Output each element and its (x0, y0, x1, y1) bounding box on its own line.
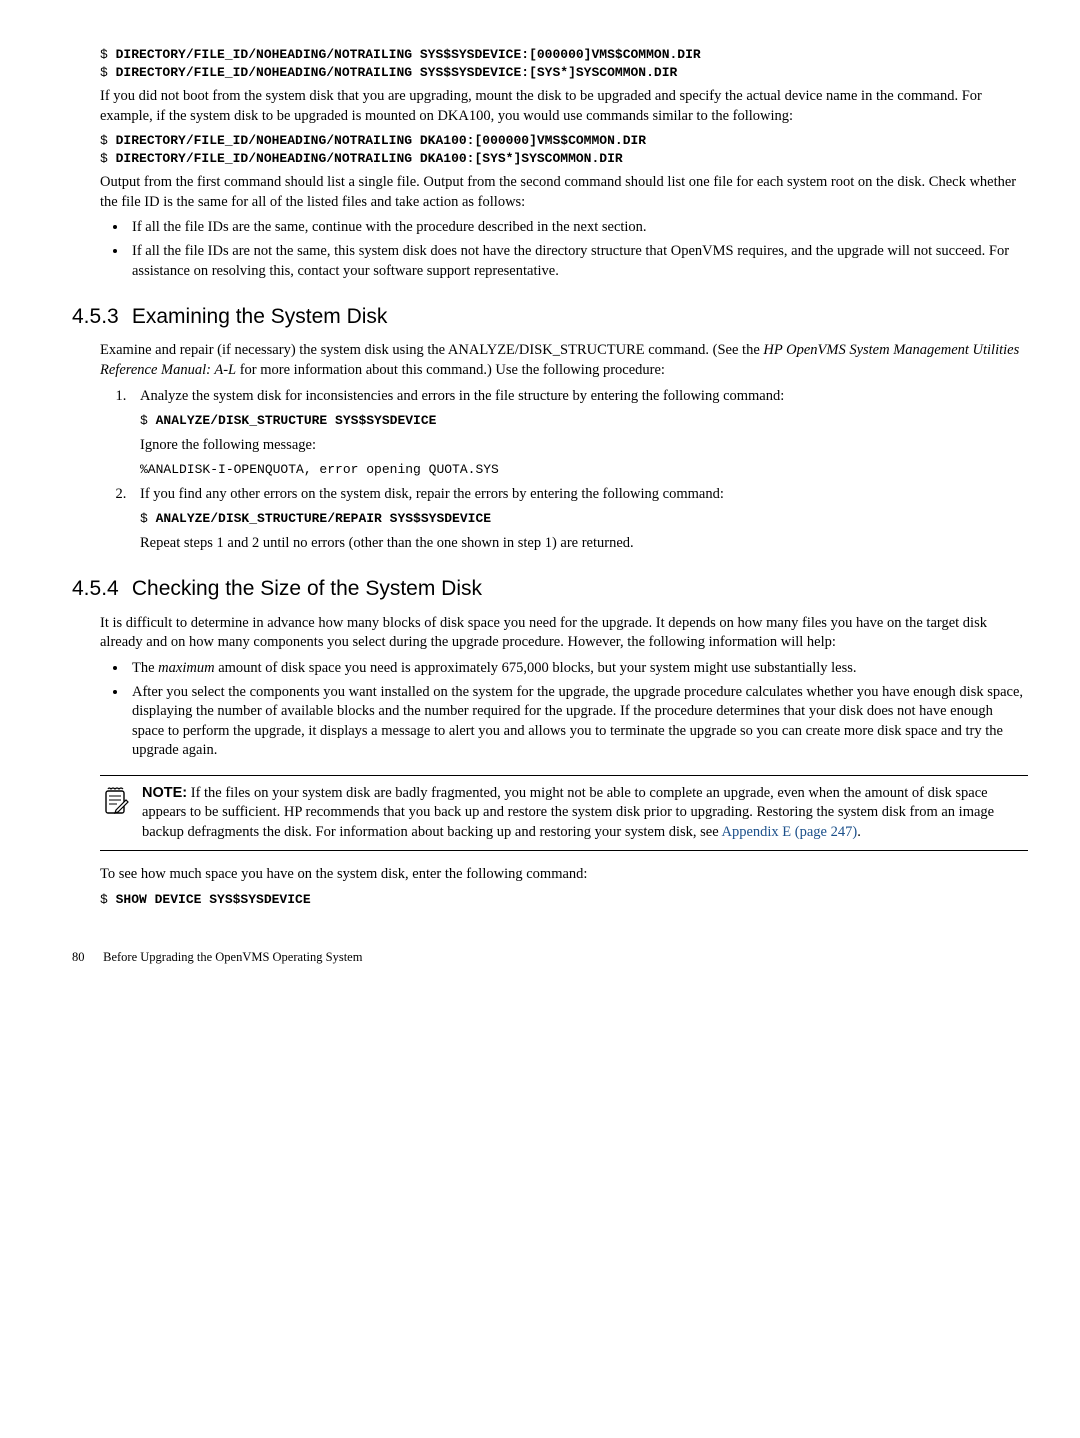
command: ANALYZE/DISK_STRUCTURE SYS$SYSDEVICE (156, 413, 437, 428)
code-block: $ ANALYZE/DISK_STRUCTURE/REPAIR SYS$SYSD… (140, 510, 1028, 528)
section-number: 4.5.3 (72, 303, 126, 331)
list-item: Analyze the system disk for inconsistenc… (130, 387, 1028, 479)
emphasis: maximum (158, 660, 214, 676)
text: Examine and repair (if necessary) the sy… (100, 342, 763, 358)
note-box: NOTE: If the files on your system disk a… (100, 775, 1028, 852)
code-output: %ANALDISK-I-OPENQUOTA, error opening QUO… (140, 461, 1028, 479)
bullet-list: If all the file IDs are the same, contin… (128, 218, 1028, 281)
prompt: $ (100, 892, 116, 907)
command: DIRECTORY/FILE_ID/NOHEADING/NOTRAILING D… (116, 133, 647, 148)
code-block-showdevice: $ SHOW DEVICE SYS$SYSDEVICE (100, 891, 1028, 909)
prompt: $ (140, 511, 156, 526)
list-item: If you find any other errors on the syst… (130, 485, 1028, 554)
text: Repeat steps 1 and 2 until no errors (ot… (140, 534, 1028, 554)
prompt: $ (100, 65, 116, 80)
prompt: $ (100, 47, 116, 62)
text: Ignore the following message: (140, 436, 1028, 456)
text: The (132, 660, 158, 676)
paragraph: It is difficult to determine in advance … (100, 614, 1028, 653)
list-item: After you select the components you want… (128, 683, 1028, 761)
page-number: 80 (72, 949, 100, 966)
text: . (857, 824, 861, 840)
section-heading-453: 4.5.3 Examining the System Disk (72, 303, 1028, 331)
text: If the files on your system disk are bad… (142, 785, 994, 840)
footer-title: Before Upgrading the OpenVMS Operating S… (103, 950, 362, 964)
command: DIRECTORY/FILE_ID/NOHEADING/NOTRAILING S… (116, 65, 678, 80)
note-label: NOTE: (142, 785, 187, 801)
command: SHOW DEVICE SYS$SYSDEVICE (116, 892, 311, 907)
bullet-list: The maximum amount of disk space you nee… (128, 659, 1028, 761)
text: amount of disk space you need is approxi… (215, 660, 857, 676)
prompt: $ (100, 133, 116, 148)
prompt: $ (140, 413, 156, 428)
command: ANALYZE/DISK_STRUCTURE/REPAIR SYS$SYSDEV… (156, 511, 491, 526)
section-title: Examining the System Disk (132, 305, 388, 328)
section-number: 4.5.4 (72, 575, 126, 603)
prompt: $ (100, 151, 116, 166)
note-body: NOTE: If the files on your system disk a… (142, 784, 1028, 843)
text: Analyze the system disk for inconsistenc… (140, 388, 784, 404)
list-item: The maximum amount of disk space you nee… (128, 659, 1028, 679)
note-icon (100, 784, 142, 823)
paragraph: If you did not boot from the system disk… (100, 87, 1028, 126)
appendix-link[interactable]: Appendix E (page 247) (721, 824, 857, 840)
code-block-sysdevice: $ DIRECTORY/FILE_ID/NOHEADING/NOTRAILING… (100, 46, 1028, 81)
command: DIRECTORY/FILE_ID/NOHEADING/NOTRAILING S… (116, 47, 701, 62)
section-heading-454: 4.5.4 Checking the Size of the System Di… (72, 575, 1028, 603)
page-footer: 80 Before Upgrading the OpenVMS Operatin… (72, 949, 1028, 966)
paragraph: Output from the first command should lis… (100, 173, 1028, 212)
code-block-dka100: $ DIRECTORY/FILE_ID/NOHEADING/NOTRAILING… (100, 132, 1028, 167)
text: for more information about this command.… (236, 362, 665, 378)
paragraph: Examine and repair (if necessary) the sy… (100, 341, 1028, 380)
command: DIRECTORY/FILE_ID/NOHEADING/NOTRAILING D… (116, 151, 623, 166)
ordered-list: Analyze the system disk for inconsistenc… (112, 387, 1028, 554)
paragraph: To see how much space you have on the sy… (100, 865, 1028, 885)
list-item: If all the file IDs are the same, contin… (128, 218, 1028, 238)
section-title: Checking the Size of the System Disk (132, 577, 482, 600)
code-block: $ ANALYZE/DISK_STRUCTURE SYS$SYSDEVICE (140, 412, 1028, 430)
list-item: If all the file IDs are not the same, th… (128, 242, 1028, 281)
text: If you find any other errors on the syst… (140, 486, 724, 502)
